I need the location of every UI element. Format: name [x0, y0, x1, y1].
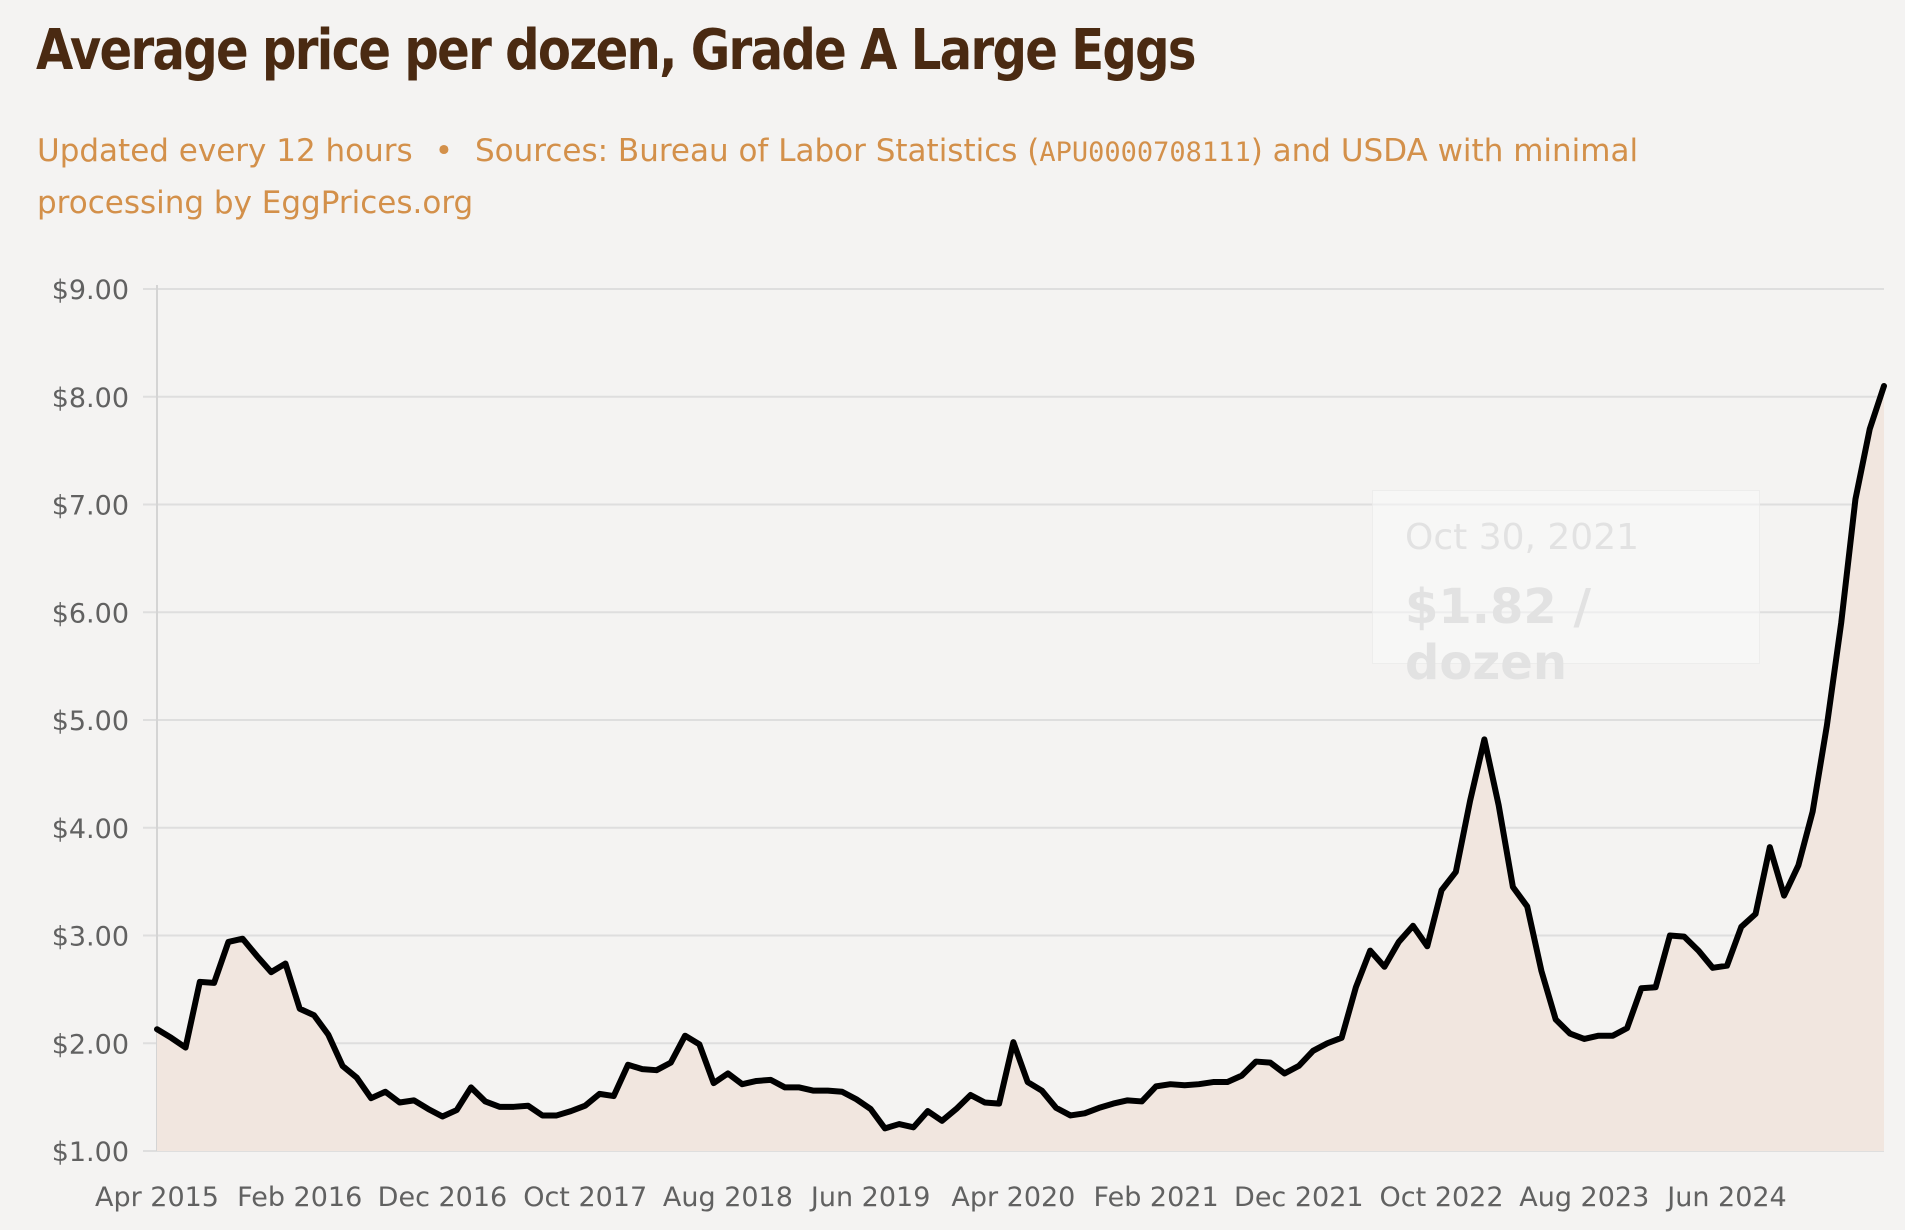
x-tick-label: Aug 2018	[663, 1182, 793, 1213]
series	[154, 382, 1887, 1152]
x-tick-label: Aug 2023	[1519, 1182, 1649, 1213]
x-tick-label: Oct 2017	[523, 1182, 647, 1213]
sources-suffix: ) and USDA with minimal processing by Eg…	[37, 133, 1639, 221]
x-tick-label: Apr 2015	[95, 1182, 219, 1213]
x-tick-label: Dec 2021	[1234, 1182, 1364, 1213]
hover-tooltip: Oct 30, 2021 $1.82 / dozen	[1372, 490, 1760, 691]
y-tick-label: $9.00	[52, 275, 129, 306]
y-tick-label: $5.00	[52, 706, 129, 737]
series-code: APU0000708111	[1039, 137, 1251, 168]
x-tick-label: Apr 2020	[951, 1182, 1075, 1213]
x-tick-label: Feb 2016	[237, 1182, 362, 1213]
y-tick-label: $4.00	[52, 814, 129, 845]
x-tick-label: Dec 2016	[378, 1182, 508, 1213]
sources-prefix: Sources: Bureau of Labor Statistics (	[475, 133, 1040, 169]
x-tick-label: Jun 2024	[1665, 1182, 1786, 1213]
y-tick-label: $8.00	[52, 383, 129, 414]
y-tick-label: $3.00	[52, 922, 129, 953]
x-axis: Apr 2015 Feb 2016 Dec 2016 Oct 2017 Aug 2018…	[95, 1182, 1787, 1213]
grid-lines	[143, 288, 1884, 1152]
y-tick-label: $6.00	[52, 598, 129, 629]
series-line	[154, 382, 1887, 1132]
tooltip-date: Oct 30, 2021	[1405, 517, 1639, 558]
x-tick-label: Oct 2022	[1380, 1182, 1504, 1213]
separator-dot: •	[434, 133, 453, 169]
chart-title: Average price per dozen, Grade A Large E…	[36, 18, 1197, 83]
y-tick-label: $2.00	[52, 1029, 129, 1060]
x-tick-label: Feb 2021	[1094, 1182, 1219, 1213]
tooltip-value: $1.82 / dozen	[1405, 579, 1592, 691]
y-tick-label: $7.00	[52, 491, 129, 522]
y-tick-label: $1.00	[52, 1137, 129, 1168]
update-frequency: Updated every 12 hours	[37, 133, 413, 169]
series-area	[157, 385, 1884, 1152]
x-tick-label: Jun 2019	[809, 1182, 930, 1213]
y-axis: $1.00 $2.00 $3.00 $4.00 $5.00 $6.00 $7.00 $8.00…	[52, 275, 158, 1168]
chart-subtitle: Updated every 12 hours • Sources: Bureau o…	[37, 126, 1777, 228]
